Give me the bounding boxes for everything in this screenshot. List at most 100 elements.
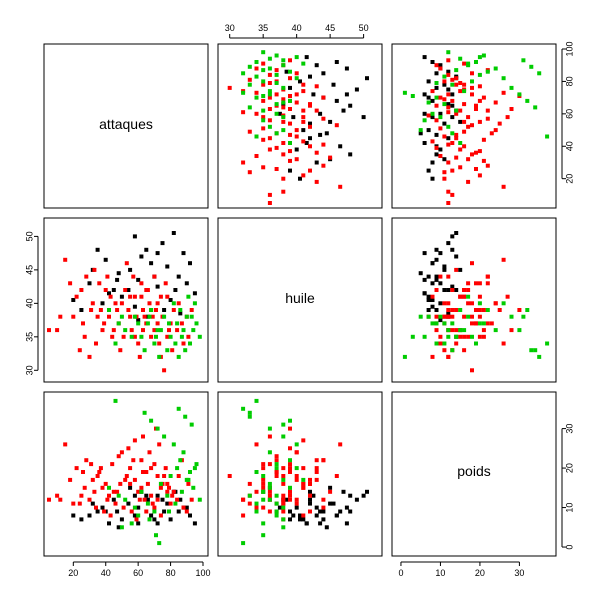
point-16-attaques-vs-huile: [294, 147, 299, 152]
point-12-attaques-vs-huile: [314, 160, 319, 165]
point-5-huile-vs-attaques: [103, 257, 108, 262]
point-136-attaques-vs-huile: [261, 50, 266, 55]
point-99-attaques-vs-poids: [458, 81, 463, 85]
point-118-attaques-vs-huile: [281, 189, 286, 194]
point-52-attaques-vs-huile: [261, 82, 266, 87]
point-154-huile-vs-attaques: [154, 334, 158, 339]
point-38-poids-vs-attaques: [74, 466, 79, 471]
point-109-attaques-vs-poids: [434, 103, 439, 108]
point-8-attaques-vs-poids: [426, 95, 431, 100]
point-132-huile-vs-attaques: [184, 314, 189, 319]
point-21-huile-vs-attaques: [95, 247, 100, 252]
point-84-huile-vs-attaques: [55, 328, 60, 333]
point-88-poids-vs-huile: [288, 466, 292, 471]
point-86-huile-vs-poids: [442, 348, 447, 353]
point-138-poids-vs-attaques: [162, 434, 167, 439]
point-1-huile-vs-poids: [446, 241, 451, 246]
point-106-attaques-vs-huile: [301, 139, 306, 144]
point-31-poids-vs-huile: [298, 513, 302, 518]
point-18-poids-vs-attaques: [168, 517, 173, 522]
point-92-huile-vs-attaques: [131, 274, 136, 279]
point-101-poids-vs-attaques: [176, 474, 181, 478]
point-41-attaques-vs-poids: [462, 144, 467, 149]
point-54-poids-vs-attaques: [87, 497, 92, 502]
point-82-huile-vs-poids: [438, 341, 443, 346]
point-11-poids-vs-attaques: [111, 497, 116, 502]
point-50-poids-vs-attaques: [155, 497, 160, 502]
point-101-huile-vs-poids: [470, 301, 474, 306]
point-154-attaques-vs-poids: [410, 94, 415, 98]
point-130-poids-vs-attaques: [178, 458, 183, 463]
point-68-poids-vs-huile: [308, 493, 312, 498]
point-104-huile-vs-poids: [446, 308, 451, 312]
point-154-poids-vs-huile: [261, 533, 266, 538]
point-113-attaques-vs-huile: [288, 132, 292, 137]
point-109-attaques-vs-huile: [308, 103, 312, 108]
point-54-huile-vs-attaques: [87, 354, 92, 359]
point-4-huile-vs-attaques: [188, 261, 192, 266]
point-128-poids-vs-attaques: [168, 474, 173, 478]
point-47-attaques-vs-poids: [474, 103, 478, 108]
point-97-huile-vs-attaques: [157, 341, 162, 346]
point-0-attaques-vs-huile: [365, 76, 369, 81]
point-13-attaques-vs-huile: [301, 128, 306, 133]
point-114-attaques-vs-huile: [301, 119, 306, 124]
point-6-poids-vs-huile: [328, 485, 333, 490]
point-1-attaques-vs-poids: [446, 87, 451, 92]
point-66-attaques-vs-poids: [470, 85, 474, 90]
point-98-poids-vs-huile: [314, 466, 319, 471]
point-31-attaques-vs-poids: [430, 176, 435, 181]
point-51-poids-vs-huile: [281, 481, 286, 486]
point-66-huile-vs-poids: [470, 368, 474, 373]
point-131-attaques-vs-poids: [493, 66, 498, 71]
point-18-attaques-vs-poids: [426, 79, 431, 84]
point-55-poids-vs-attaques: [94, 505, 98, 510]
point-28-attaques-vs-huile: [334, 98, 339, 103]
point-24-huile-vs-attaques: [107, 291, 111, 296]
point-81-attaques-vs-huile: [267, 72, 272, 77]
point-70-poids-vs-huile: [294, 477, 299, 482]
point-63-huile-vs-poids: [462, 288, 467, 292]
point-48-poids-vs-huile: [288, 493, 292, 498]
point-17-huile-vs-poids: [430, 304, 435, 309]
point-6-huile-vs-attaques: [128, 267, 133, 272]
point-9-huile-vs-poids: [422, 277, 427, 282]
point-97-poids-vs-attaques: [157, 442, 162, 447]
point-131-attaques-vs-huile: [267, 66, 272, 71]
point-45-attaques-vs-huile: [261, 115, 266, 120]
point-133-huile-vs-attaques: [188, 341, 192, 346]
point-90-huile-vs-poids: [462, 348, 467, 353]
point-104-poids-vs-huile: [288, 497, 292, 502]
point-89-attaques-vs-huile: [321, 142, 326, 147]
panel-huile-poids: [391, 217, 557, 383]
point-26-huile-vs-attaques: [126, 288, 131, 292]
point-23-poids-vs-attaques: [184, 505, 189, 510]
point-147-huile-vs-poids: [529, 348, 534, 353]
point-32-huile-vs-poids: [450, 234, 455, 239]
point-148-poids-vs-attaques: [189, 422, 194, 427]
point-108-poids-vs-attaques: [134, 517, 139, 522]
point-155-poids-vs-huile: [281, 517, 286, 522]
point-35-poids-vs-huile: [277, 505, 282, 510]
point-109-poids-vs-huile: [308, 509, 312, 514]
point-90-attaques-vs-poids: [462, 129, 467, 134]
point-88-huile-vs-poids: [477, 308, 482, 312]
point-117-attaques-vs-poids: [446, 201, 451, 205]
point-141-attaques-vs-poids: [533, 105, 538, 110]
point-24-attaques-vs-poids: [422, 141, 427, 145]
point-137-attaques-vs-poids: [501, 76, 506, 81]
point-144-huile-vs-attaques: [119, 314, 124, 319]
point-38-huile-vs-poids: [477, 294, 482, 299]
point-101-poids-vs-huile: [294, 474, 299, 478]
point-155-poids-vs-attaques: [147, 517, 152, 522]
point-89-poids-vs-huile: [321, 497, 326, 502]
point-107-attaques-vs-poids: [438, 126, 443, 131]
point-13-poids-vs-attaques: [119, 517, 124, 522]
point-44-poids-vs-huile: [281, 466, 286, 471]
point-120-poids-vs-attaques: [116, 493, 121, 498]
point-95-huile-vs-poids: [493, 301, 498, 306]
point-106-attaques-vs-poids: [430, 139, 435, 144]
point-65-poids-vs-attaques: [158, 513, 163, 518]
point-72-poids-vs-huile: [261, 462, 266, 467]
point-116-huile-vs-attaques: [158, 294, 163, 299]
